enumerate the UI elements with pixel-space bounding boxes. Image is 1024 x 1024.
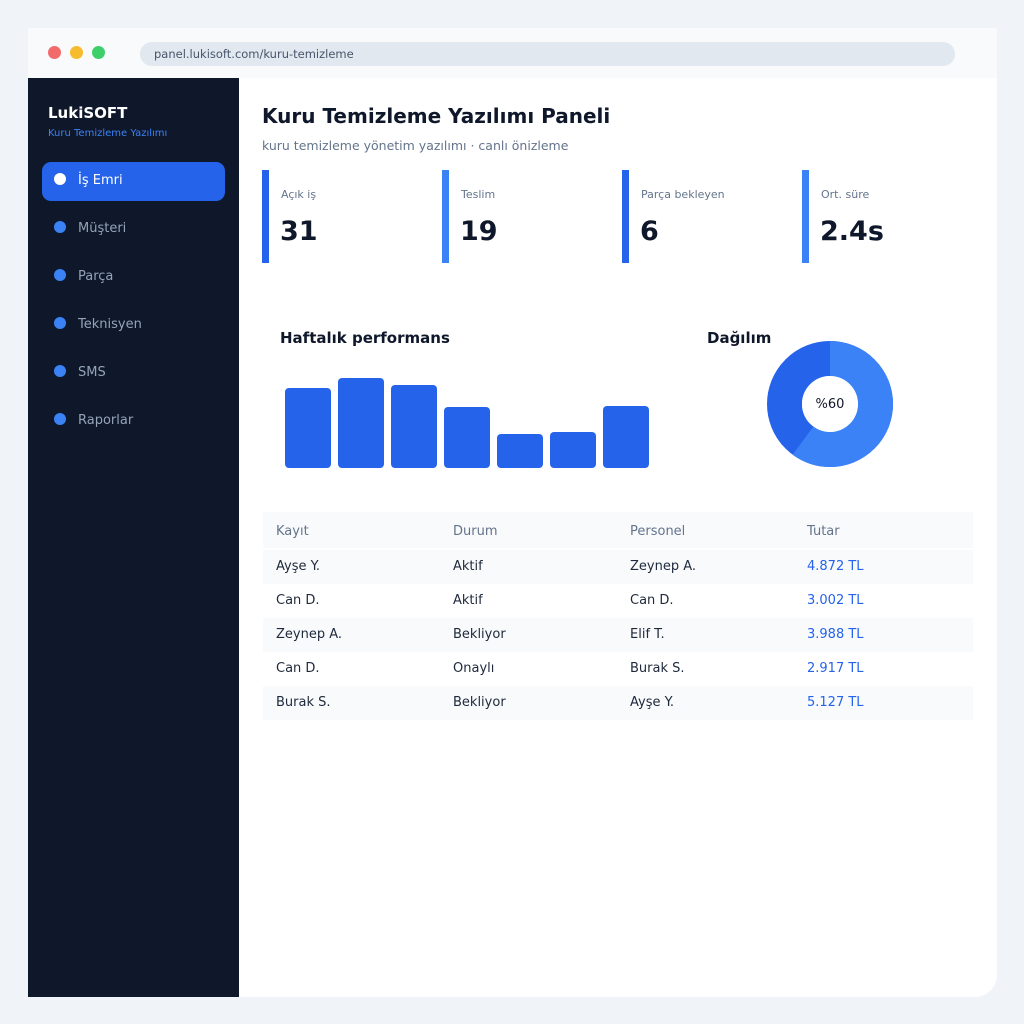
donut-center-label: %60: [816, 397, 845, 412]
nav-bullet-icon: [54, 269, 66, 281]
cell-tutar: 5.127 TL: [807, 695, 864, 710]
cell-personel: Can D.: [630, 593, 674, 608]
column-header-tutar[interactable]: Tutar: [807, 524, 840, 539]
sidebar-item-label: Teknisyen: [78, 317, 142, 332]
column-header-personel[interactable]: Personel: [630, 524, 686, 539]
cell-kayit: Ayşe Y.: [276, 559, 321, 574]
nav-bullet-icon: [54, 317, 66, 329]
distribution-donut-chart: %60: [767, 341, 893, 467]
table-row[interactable]: Can D. Aktif Can D. 3.002 TL: [263, 584, 973, 618]
sidebar-item-raporlar[interactable]: Raporlar: [42, 402, 225, 441]
bar-4: [444, 407, 490, 468]
donut-hole: [802, 376, 858, 432]
cell-kayit: Zeynep A.: [276, 627, 343, 642]
close-window-button[interactable]: [48, 46, 61, 59]
kpi-card-acik-is: Açık iş 31: [262, 170, 422, 263]
table-header-row: Kayıt Durum Personel Tutar: [263, 512, 973, 548]
kpi-value: 31: [280, 216, 318, 247]
sidebar-item-label: İş Emri: [78, 173, 123, 188]
browser-titlebar: panel.lukisoft.com/kuru-temizleme: [28, 28, 997, 78]
cell-durum: Aktif: [453, 559, 483, 574]
sidebar-item-label: Parça: [78, 269, 114, 284]
cell-tutar: 3.988 TL: [807, 627, 864, 642]
table-row[interactable]: Zeynep A. Bekliyor Elif T. 3.988 TL: [263, 618, 973, 652]
cell-durum: Bekliyor: [453, 627, 506, 642]
donut-slice-primary: [767, 341, 893, 467]
nav-bullet-icon: [54, 221, 66, 233]
minimize-window-button[interactable]: [70, 46, 83, 59]
kpi-label: Parça bekleyen: [641, 188, 725, 201]
page-subtitle: kuru temizleme yönetim yazılımı · canlı …: [262, 138, 569, 153]
sidebar-item-label: Raporlar: [78, 413, 134, 428]
sidebar-item-label: SMS: [78, 365, 106, 380]
records-table: Kayıt Durum Personel Tutar Ayşe Y. Aktif…: [263, 512, 973, 720]
cell-personel: Burak S.: [630, 661, 685, 676]
sidebar-item-teknisyen[interactable]: Teknisyen: [42, 306, 225, 345]
sidebar-item-label: Müşteri: [78, 221, 127, 236]
sidebar: LukiSOFT Kuru Temizleme Yazılımı İş Emri…: [28, 78, 239, 997]
performance-chart-title: Haftalık performans: [280, 329, 450, 347]
table-row[interactable]: Can D. Onaylı Burak S. 2.917 TL: [263, 652, 973, 686]
cell-durum: Bekliyor: [453, 695, 506, 710]
kpi-label: Teslim: [461, 188, 496, 201]
main-content: Kuru Temizleme Yazılımı Paneli kuru temi…: [239, 78, 997, 997]
bar-7: [603, 406, 649, 468]
bar-2: [338, 378, 384, 468]
page-title: Kuru Temizleme Yazılımı Paneli: [262, 104, 611, 128]
kpi-label: Açık iş: [281, 188, 317, 201]
kpi-value: 19: [460, 216, 498, 247]
cell-kayit: Burak S.: [276, 695, 331, 710]
browser-window: panel.lukisoft.com/kuru-temizleme LukiSO…: [28, 28, 997, 997]
cell-durum: Aktif: [453, 593, 483, 608]
brand-subtitle: Kuru Temizleme Yazılımı: [48, 128, 168, 139]
table-row[interactable]: Burak S. Bekliyor Ayşe Y. 5.127 TL: [263, 686, 973, 720]
bar-1: [285, 388, 331, 468]
column-header-kayit[interactable]: Kayıt: [276, 524, 309, 539]
cell-durum: Onaylı: [453, 661, 495, 676]
kpi-card-parca-bekleyen: Parça bekleyen 6: [622, 170, 782, 263]
brand-logo-text: LukiSOFT: [48, 104, 128, 122]
address-bar[interactable]: panel.lukisoft.com/kuru-temizleme: [140, 42, 955, 66]
kpi-value: 2.4s: [820, 216, 884, 247]
sidebar-item-is-emri[interactable]: İş Emri: [42, 162, 225, 201]
bar-5: [497, 434, 543, 468]
nav-bullet-icon: [54, 365, 66, 377]
cell-personel: Ayşe Y.: [630, 695, 675, 710]
sidebar-item-sms[interactable]: SMS: [42, 354, 225, 393]
maximize-window-button[interactable]: [92, 46, 105, 59]
nav-bullet-icon: [54, 173, 66, 185]
cell-tutar: 4.872 TL: [807, 559, 864, 574]
nav-bullet-icon: [54, 413, 66, 425]
cell-tutar: 3.002 TL: [807, 593, 864, 608]
cell-personel: Zeynep A.: [630, 559, 697, 574]
kpi-label: Ort. süre: [821, 188, 870, 201]
weekly-performance-bar-chart: [285, 378, 649, 468]
sidebar-item-parca[interactable]: Parça: [42, 258, 225, 297]
sidebar-item-musteri[interactable]: Müşteri: [42, 210, 225, 249]
kpi-card-teslim: Teslim 19: [442, 170, 602, 263]
bar-6: [550, 432, 596, 468]
column-header-durum[interactable]: Durum: [453, 524, 498, 539]
cell-kayit: Can D.: [276, 593, 320, 608]
distribution-chart-title: Dağılım: [707, 329, 772, 347]
cell-personel: Elif T.: [630, 627, 665, 642]
cell-tutar: 2.917 TL: [807, 661, 864, 676]
bar-3: [391, 385, 437, 468]
cell-kayit: Can D.: [276, 661, 320, 676]
kpi-card-ort-sure: Ort. süre 2.4s: [802, 170, 962, 263]
kpi-value: 6: [640, 216, 659, 247]
table-row[interactable]: Ayşe Y. Aktif Zeynep A. 4.872 TL: [263, 550, 973, 584]
